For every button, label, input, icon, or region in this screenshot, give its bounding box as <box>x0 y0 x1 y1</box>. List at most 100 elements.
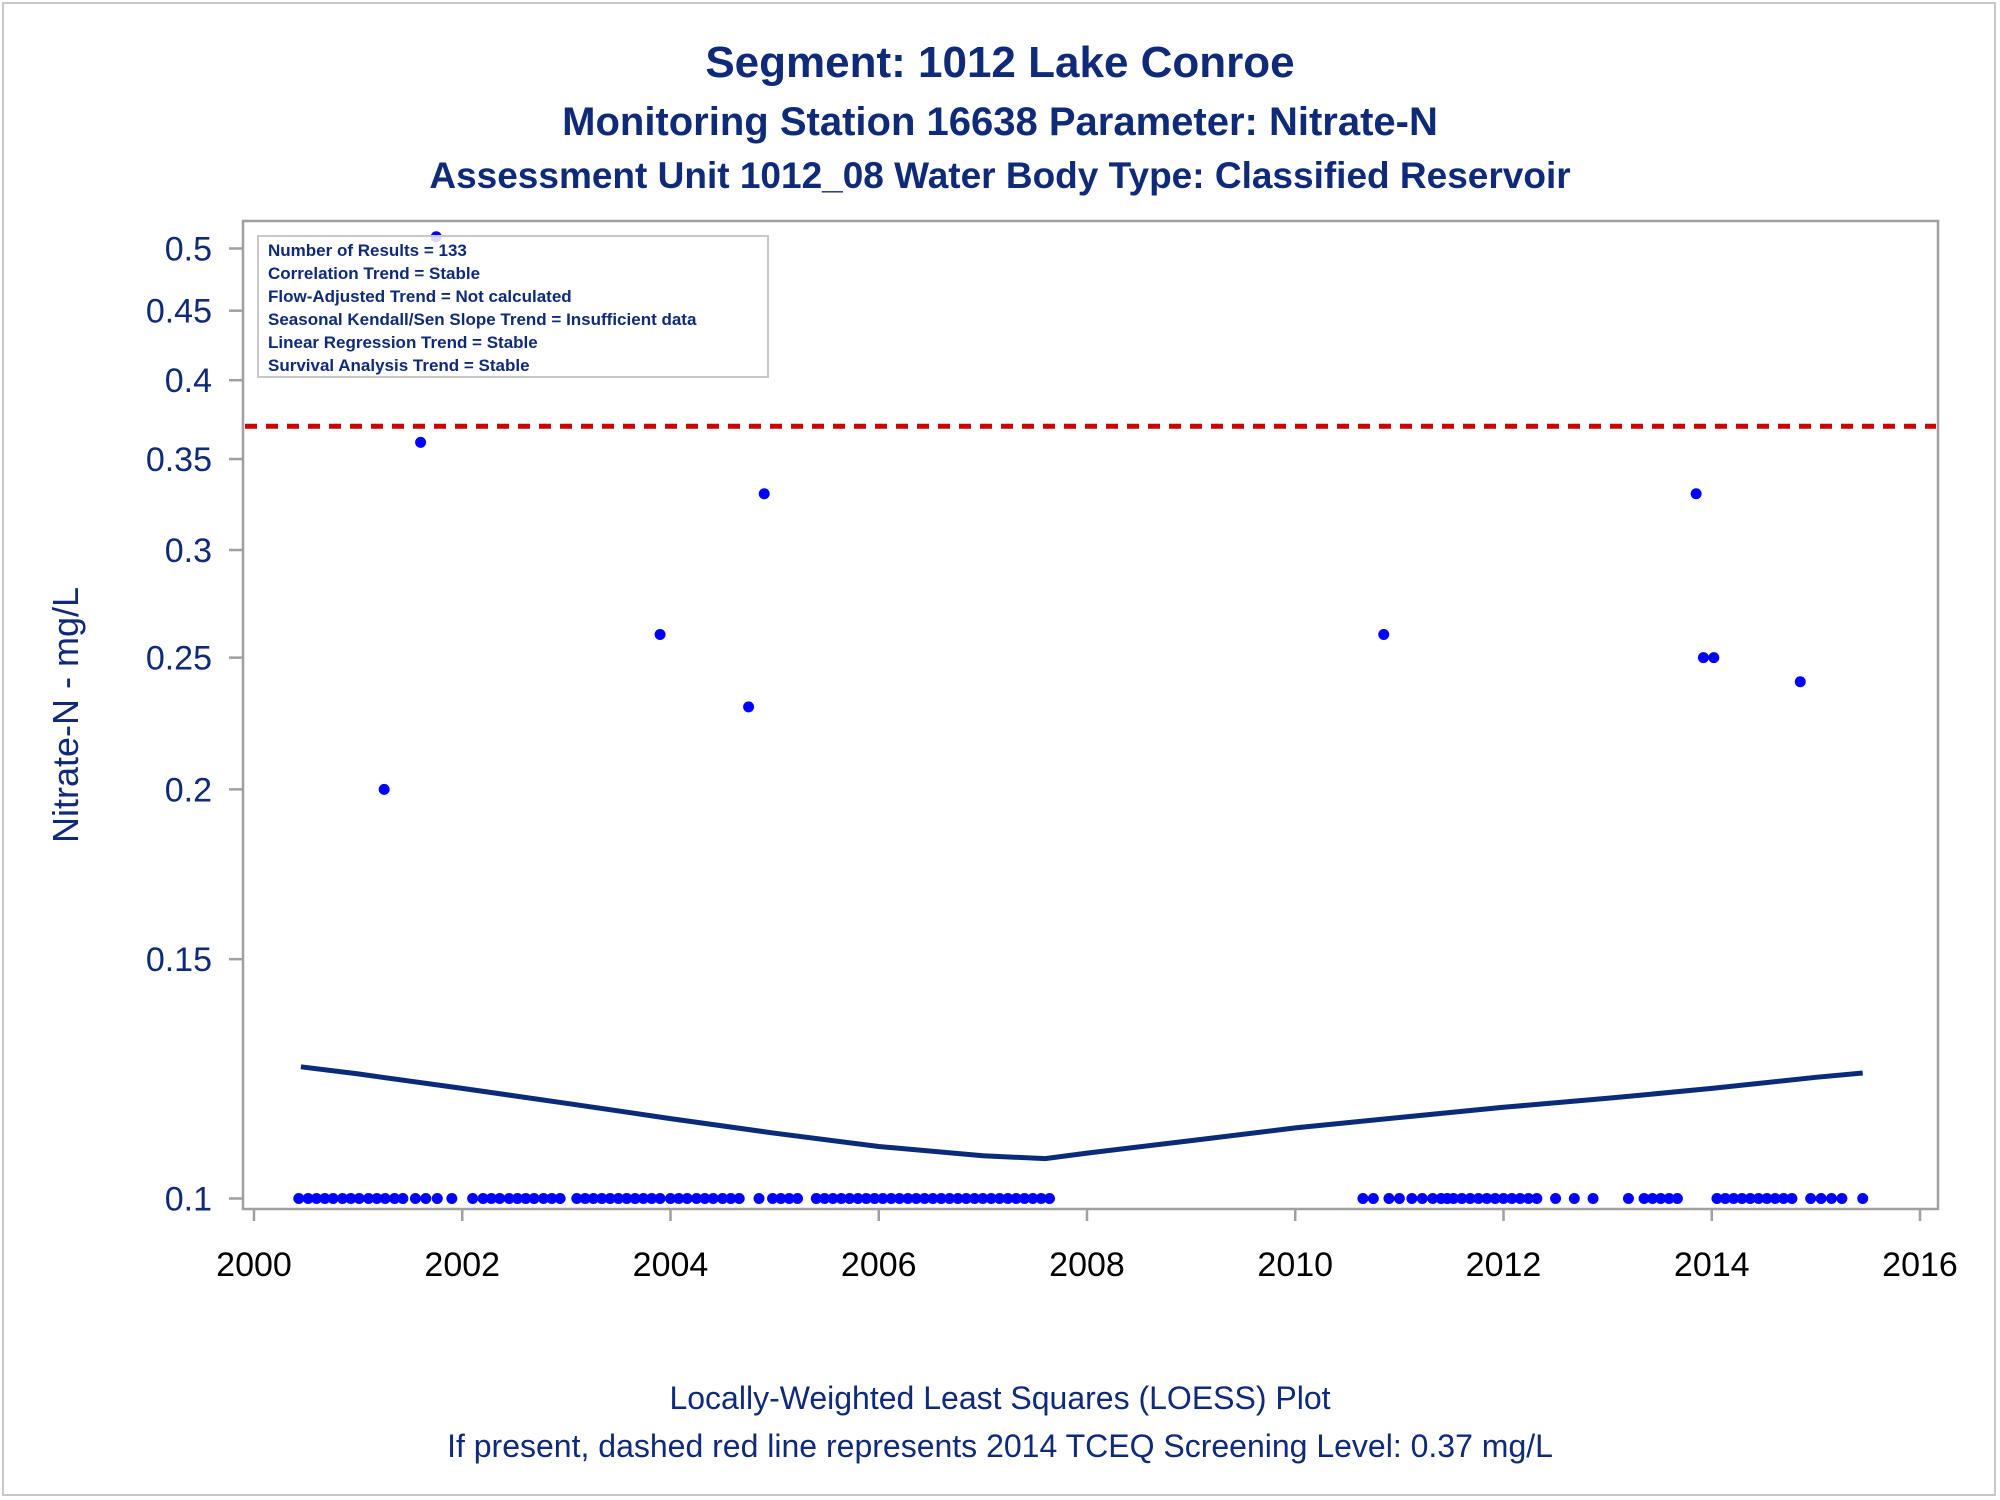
y-tick-label: 0.2 <box>165 771 212 809</box>
stats-legend: Number of Results = 133 Correlation Tren… <box>257 235 769 378</box>
data-point <box>894 1193 906 1204</box>
data-point <box>725 1193 737 1204</box>
data-point <box>1805 1193 1817 1204</box>
data-point <box>753 1193 765 1204</box>
data-point <box>1044 1193 1056 1204</box>
data-point <box>952 1193 964 1204</box>
data-point <box>977 1193 989 1204</box>
data-point <box>1406 1193 1418 1204</box>
stats-line-seasonal-kendall: Seasonal Kendall/Sen Slope Trend = Insuf… <box>268 310 697 329</box>
data-point <box>431 1193 443 1204</box>
x-tick-label: 2008 <box>1049 1246 1125 1284</box>
y-tick-label: 0.3 <box>165 532 212 570</box>
stats-line-correlation: Correlation Trend = Stable <box>268 264 480 283</box>
data-point <box>654 628 666 640</box>
data-point <box>1019 1193 1031 1204</box>
data-point <box>1671 1193 1683 1204</box>
data-point <box>494 1193 506 1204</box>
data-point <box>1448 1193 1460 1204</box>
y-tick-label: 0.25 <box>146 640 212 678</box>
data-point <box>1464 1193 1476 1204</box>
data-point <box>1786 1193 1798 1204</box>
data-point <box>994 1193 1006 1204</box>
data-point <box>673 1193 685 1204</box>
data-point <box>1427 1193 1439 1204</box>
y-tick-label: 0.35 <box>146 441 212 479</box>
data-point <box>885 1193 897 1204</box>
axis-ticks: 2000 2002 2004 2006 2008 2010 2012 2014 2016 0.1 0… <box>146 231 1958 1285</box>
data-point <box>860 1193 872 1204</box>
data-point <box>1719 1193 1731 1204</box>
plot-area-border <box>241 219 1940 1211</box>
y-tick-label: 0.5 <box>165 231 212 269</box>
data-point <box>1027 1193 1039 1204</box>
data-point <box>1416 1193 1428 1204</box>
y-axis-label: Nitrate-N - mg/L <box>45 587 86 843</box>
data-point <box>353 1193 365 1204</box>
y-tick-label: 0.15 <box>146 941 212 979</box>
data-point <box>1010 1193 1022 1204</box>
data-point <box>1522 1193 1534 1204</box>
data-point <box>1514 1193 1526 1204</box>
data-point <box>1836 1193 1848 1204</box>
data-point <box>1622 1193 1634 1204</box>
data-point <box>1794 676 1806 688</box>
data-point <box>1753 1193 1765 1204</box>
x-tick-label: 2002 <box>424 1246 500 1284</box>
data-point <box>699 1193 711 1204</box>
data-point <box>927 1193 939 1204</box>
data-point <box>1456 1193 1468 1204</box>
data-point <box>612 1193 624 1204</box>
data-point <box>1378 628 1390 640</box>
data-point <box>665 1193 676 1204</box>
data-point <box>1769 1193 1781 1204</box>
data-point <box>629 1193 641 1204</box>
data-point <box>783 1193 795 1204</box>
data-point <box>528 1193 540 1204</box>
data-point <box>327 1193 339 1204</box>
data-point <box>691 1193 703 1204</box>
y-tick-label: 0.1 <box>165 1181 212 1219</box>
y-tick-label: 0.4 <box>165 362 212 400</box>
data-point <box>944 1193 956 1204</box>
data-point <box>910 1193 922 1204</box>
stats-line-linear-regression: Linear Regression Trend = Stable <box>268 333 538 352</box>
data-point <box>835 1193 847 1204</box>
data-point <box>758 488 770 500</box>
data-point <box>571 1193 583 1204</box>
data-point <box>371 1193 383 1204</box>
data-point <box>902 1193 914 1204</box>
y-tick-label: 0.45 <box>146 293 212 331</box>
data-point <box>869 1193 881 1204</box>
data-point <box>819 1193 831 1204</box>
data-point <box>477 1193 489 1204</box>
footnote-loess: Locally-Weighted Least Squares (LOESS) P… <box>669 1380 1331 1416</box>
data-point <box>389 1193 401 1204</box>
data-point <box>420 1193 432 1204</box>
data-point <box>379 1193 391 1204</box>
data-point <box>1035 1193 1047 1204</box>
data-point <box>1778 1193 1790 1204</box>
data-point <box>503 1193 515 1204</box>
data-point <box>1506 1193 1518 1204</box>
data-point <box>919 1193 931 1204</box>
data-point <box>409 1193 421 1204</box>
data-point <box>1383 1193 1395 1204</box>
data-point <box>733 1193 745 1204</box>
data-point <box>1587 1193 1599 1204</box>
data-point <box>293 1193 305 1204</box>
data-point <box>446 1193 458 1204</box>
data-point <box>579 1193 591 1204</box>
stats-line-results: Number of Results = 133 <box>268 241 467 260</box>
data-point <box>1761 1193 1773 1204</box>
data-point <box>1708 652 1720 664</box>
data-point <box>1002 1193 1014 1204</box>
data-point <box>969 1193 981 1204</box>
data-point <box>1568 1193 1580 1204</box>
data-point <box>810 1193 822 1204</box>
data-point <box>345 1193 357 1204</box>
stats-legend-box <box>257 235 769 378</box>
data-point <box>827 1193 839 1204</box>
data-point <box>1393 1193 1405 1204</box>
